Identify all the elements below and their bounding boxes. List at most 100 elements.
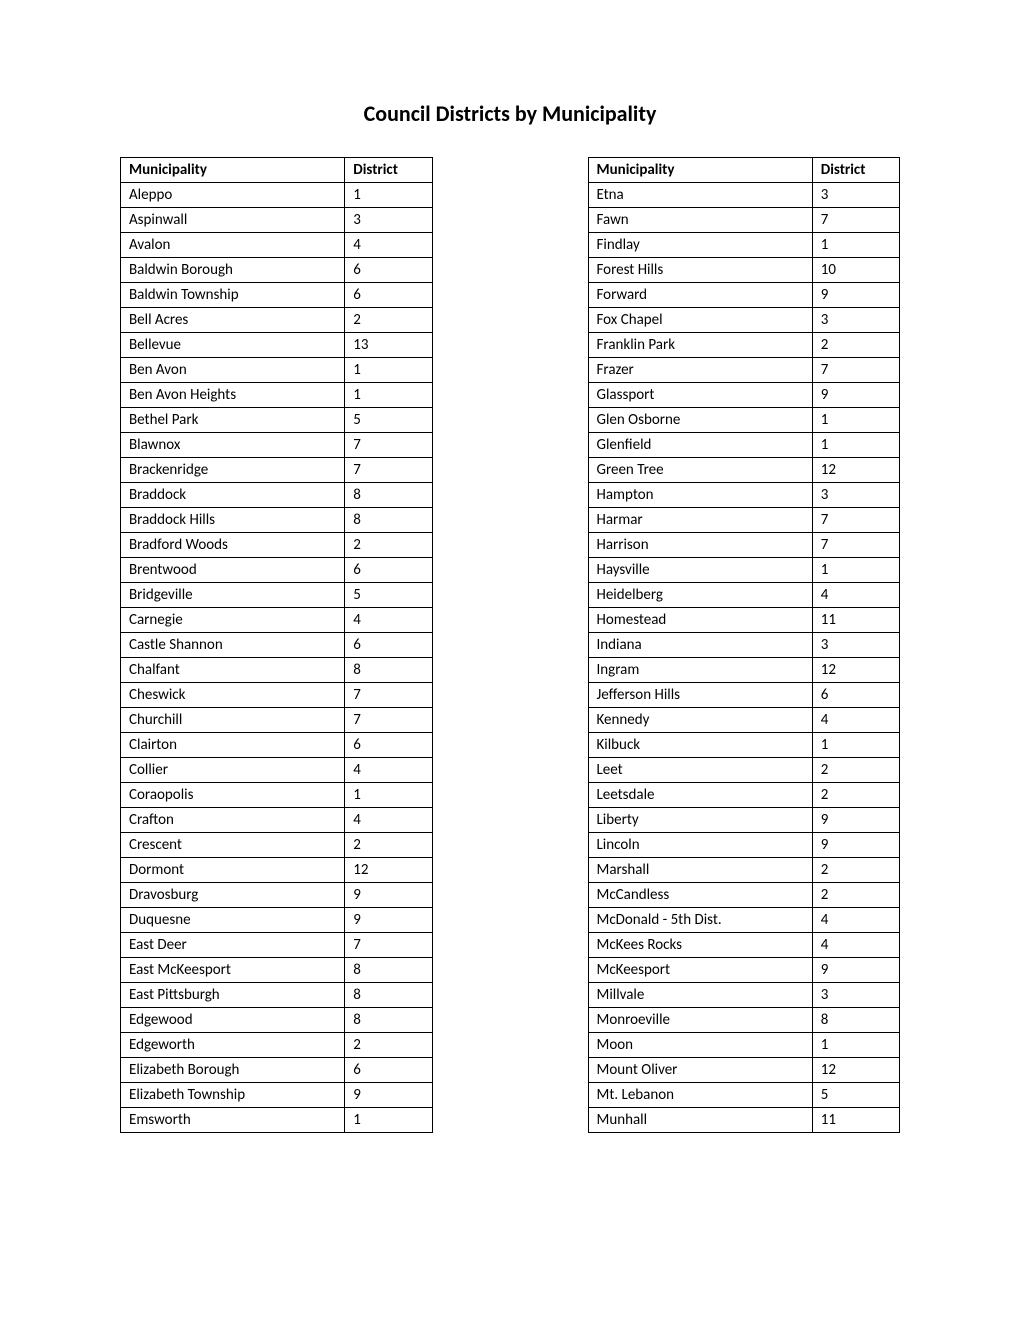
- cell-municipality: Glen Osborne: [588, 408, 812, 433]
- cell-municipality: Edgewood: [121, 1008, 345, 1033]
- cell-municipality: Fawn: [588, 208, 812, 233]
- table-row: McCandless2: [588, 883, 900, 908]
- cell-district: 8: [345, 483, 432, 508]
- cell-district: 1: [345, 383, 432, 408]
- table-row: East Pittsburgh8: [121, 983, 433, 1008]
- cell-municipality: Baldwin Township: [121, 283, 345, 308]
- table-row: Bell Acres2: [121, 308, 433, 333]
- cell-municipality: Liberty: [588, 808, 812, 833]
- table-row: Cheswick7: [121, 683, 433, 708]
- cell-district: 6: [345, 1058, 432, 1083]
- table-row: Glenfield1: [588, 433, 900, 458]
- table-row: Crescent2: [121, 833, 433, 858]
- cell-municipality: Monroeville: [588, 1008, 812, 1033]
- cell-district: 5: [345, 583, 432, 608]
- cell-district: 1: [812, 433, 899, 458]
- cell-municipality: Fox Chapel: [588, 308, 812, 333]
- table-row: Indiana3: [588, 633, 900, 658]
- table-row: Forward9: [588, 283, 900, 308]
- cell-municipality: Brentwood: [121, 558, 345, 583]
- cell-district: 7: [345, 708, 432, 733]
- cell-municipality: Leet: [588, 758, 812, 783]
- table-row: Munhall11: [588, 1108, 900, 1133]
- table-row: McKeesport9: [588, 958, 900, 983]
- cell-municipality: Bethel Park: [121, 408, 345, 433]
- table-row: Kennedy4: [588, 708, 900, 733]
- cell-municipality: Castle Shannon: [121, 633, 345, 658]
- cell-municipality: Green Tree: [588, 458, 812, 483]
- table-row: Jefferson Hills6: [588, 683, 900, 708]
- cell-district: 6: [345, 633, 432, 658]
- cell-municipality: Clairton: [121, 733, 345, 758]
- cell-municipality: Elizabeth Borough: [121, 1058, 345, 1083]
- cell-municipality: Hampton: [588, 483, 812, 508]
- cell-municipality: Brackenridge: [121, 458, 345, 483]
- cell-district: 10: [812, 258, 899, 283]
- table-row: Bradford Woods2: [121, 533, 433, 558]
- cell-district: 4: [345, 758, 432, 783]
- cell-municipality: Chalfant: [121, 658, 345, 683]
- cell-district: 2: [812, 883, 899, 908]
- table-row: Emsworth1: [121, 1108, 433, 1133]
- cell-district: 11: [812, 608, 899, 633]
- table-row: Baldwin Borough6: [121, 258, 433, 283]
- table-row: Braddock Hills8: [121, 508, 433, 533]
- cell-municipality: Bellevue: [121, 333, 345, 358]
- table-row: Brentwood6: [121, 558, 433, 583]
- cell-municipality: Edgeworth: [121, 1033, 345, 1058]
- table-row: Aspinwall3: [121, 208, 433, 233]
- cell-district: 2: [345, 833, 432, 858]
- cell-municipality: Franklin Park: [588, 333, 812, 358]
- table-row: Findlay1: [588, 233, 900, 258]
- cell-municipality: McCandless: [588, 883, 812, 908]
- cell-district: 7: [812, 358, 899, 383]
- cell-municipality: Frazer: [588, 358, 812, 383]
- cell-district: 7: [345, 683, 432, 708]
- cell-municipality: East Deer: [121, 933, 345, 958]
- cell-district: 5: [345, 408, 432, 433]
- cell-municipality: Baldwin Borough: [121, 258, 345, 283]
- cell-municipality: Harmar: [588, 508, 812, 533]
- table-row: Glen Osborne1: [588, 408, 900, 433]
- table-row: Aleppo1: [121, 183, 433, 208]
- cell-district: 6: [345, 258, 432, 283]
- table-row: Elizabeth Township9: [121, 1083, 433, 1108]
- cell-district: 12: [812, 658, 899, 683]
- table-row: Collier4: [121, 758, 433, 783]
- table-row: Brackenridge7: [121, 458, 433, 483]
- cell-district: 7: [812, 508, 899, 533]
- cell-municipality: Ingram: [588, 658, 812, 683]
- cell-district: 2: [812, 783, 899, 808]
- cell-district: 9: [345, 883, 432, 908]
- cell-municipality: Cheswick: [121, 683, 345, 708]
- cell-district: 3: [812, 483, 899, 508]
- cell-municipality: Crafton: [121, 808, 345, 833]
- cell-district: 1: [812, 1033, 899, 1058]
- cell-municipality: Aspinwall: [121, 208, 345, 233]
- cell-district: 12: [812, 458, 899, 483]
- cell-municipality: Braddock Hills: [121, 508, 345, 533]
- table-row: Heidelberg4: [588, 583, 900, 608]
- cell-municipality: Mount Oliver: [588, 1058, 812, 1083]
- cell-district: 4: [345, 808, 432, 833]
- cell-municipality: Kennedy: [588, 708, 812, 733]
- cell-district: 13: [345, 333, 432, 358]
- cell-district: 9: [812, 958, 899, 983]
- cell-municipality: Duquesne: [121, 908, 345, 933]
- cell-district: 8: [345, 508, 432, 533]
- cell-municipality: McKeesport: [588, 958, 812, 983]
- cell-district: 7: [812, 208, 899, 233]
- cell-district: 3: [812, 183, 899, 208]
- table-header-row: Municipality District: [121, 158, 433, 183]
- table-row: Glassport9: [588, 383, 900, 408]
- cell-district: 1: [345, 358, 432, 383]
- cell-municipality: Dormont: [121, 858, 345, 883]
- cell-municipality: Homestead: [588, 608, 812, 633]
- cell-municipality: Braddock: [121, 483, 345, 508]
- table-row: Hampton3: [588, 483, 900, 508]
- cell-municipality: Avalon: [121, 233, 345, 258]
- cell-district: 6: [812, 683, 899, 708]
- table-row: Leetsdale2: [588, 783, 900, 808]
- cell-district: 7: [345, 933, 432, 958]
- tables-container: Municipality District Aleppo1Aspinwall3A…: [120, 157, 900, 1133]
